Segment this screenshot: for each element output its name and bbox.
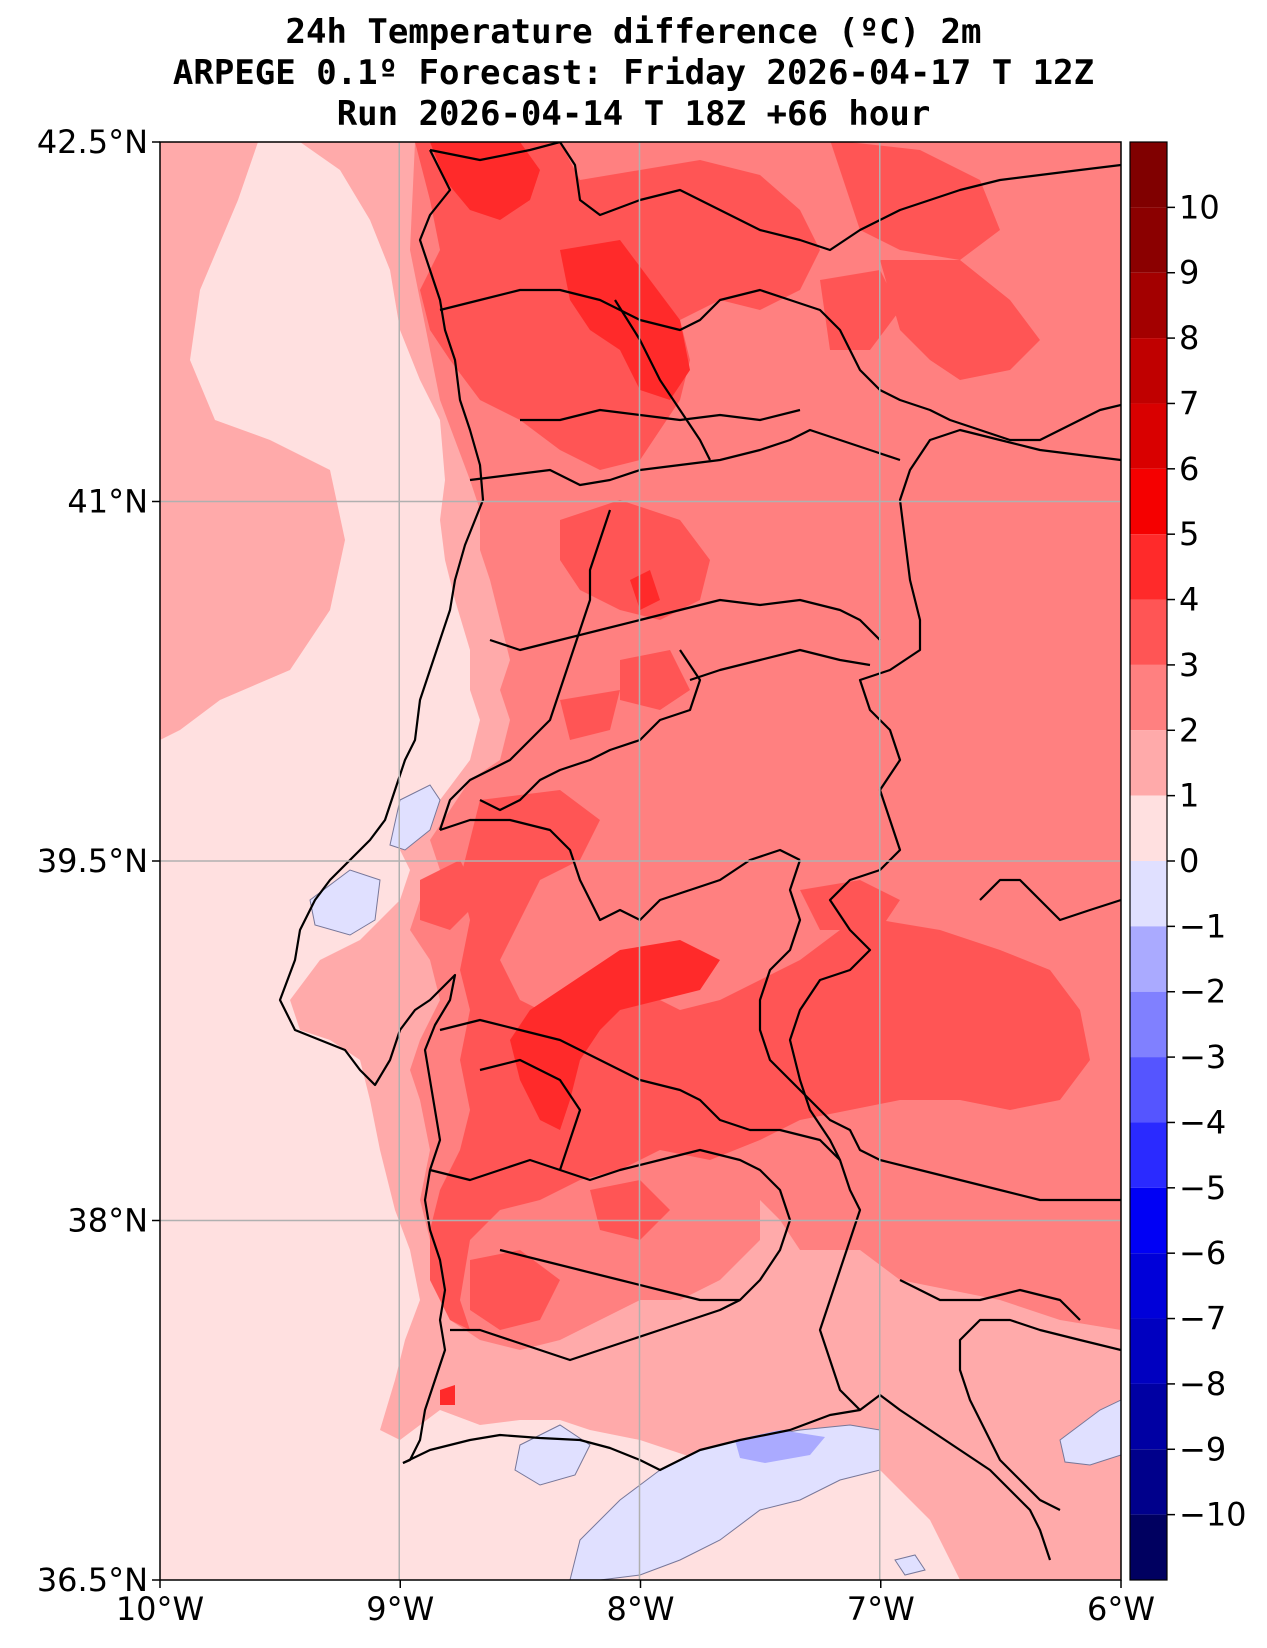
colorbar-tick-label: −3 bbox=[1179, 1038, 1226, 1076]
colorbar-tick-label: 2 bbox=[1179, 711, 1199, 749]
colorbar-band bbox=[1130, 142, 1167, 208]
colorbar-band bbox=[1130, 207, 1167, 273]
graticule bbox=[160, 142, 1121, 1580]
colorbar-band bbox=[1130, 1449, 1167, 1515]
district-border-13 bbox=[479, 1058, 582, 1171]
colorbar-tick-label: 10 bbox=[1179, 188, 1220, 226]
lon-tick-label: 8°W bbox=[607, 1590, 675, 1628]
longitude-axis: 10°W 9°W 8°W 7°W 6°W bbox=[116, 1580, 1155, 1628]
colorbar-band bbox=[1130, 468, 1167, 535]
map-panel bbox=[160, 142, 1121, 1580]
spain-border-east bbox=[788, 428, 1121, 1411]
colorbar-tick-label: 5 bbox=[1179, 515, 1199, 553]
district-border-14 bbox=[499, 1248, 740, 1302]
colorbar-tick-label: −9 bbox=[1179, 1430, 1226, 1468]
colorbar-tick-label: 8 bbox=[1179, 319, 1199, 357]
colorbar-tick-label: −6 bbox=[1179, 1234, 1226, 1272]
colorbar-tick-label: −4 bbox=[1179, 1103, 1226, 1141]
colorbar-tick-label: 1 bbox=[1179, 777, 1199, 815]
colorbar-tick-label: −5 bbox=[1179, 1169, 1226, 1207]
district-border-7 bbox=[479, 649, 702, 812]
colorbar-tick-label: −1 bbox=[1179, 907, 1226, 945]
colorbar-tick-label: 0 bbox=[1179, 842, 1199, 880]
colorbar-tick-label: 7 bbox=[1179, 384, 1199, 422]
algarve-coastline bbox=[402, 1393, 1052, 1561]
colorbar-band bbox=[1130, 1514, 1167, 1580]
lon-tick-label: 10°W bbox=[116, 1590, 204, 1628]
lat-tick-label: 42.5°N bbox=[37, 123, 148, 161]
colorbar-band bbox=[1130, 338, 1167, 404]
lat-tick-label: 41°N bbox=[67, 483, 148, 521]
border-lines bbox=[278, 142, 1121, 1561]
colorbar-band bbox=[1130, 534, 1167, 600]
colorbar-band bbox=[1130, 1383, 1167, 1450]
district-border-9 bbox=[439, 818, 801, 922]
district-border-1 bbox=[439, 288, 1121, 442]
district-border-17 bbox=[979, 878, 1121, 922]
district-border-6 bbox=[489, 598, 881, 652]
district-border-11 bbox=[439, 1018, 841, 1161]
district-border-4 bbox=[614, 299, 711, 461]
colorbar-tick-label: −7 bbox=[1179, 1300, 1226, 1338]
district-border-16 bbox=[899, 1279, 1081, 1321]
portugal-coastline bbox=[278, 149, 485, 1465]
latitude-axis: 42.5°N 41°N 39.5°N 38°N 36.5°N bbox=[37, 123, 160, 1599]
lon-tick-label: 6°W bbox=[1087, 1590, 1155, 1628]
colorbar-tick-label: −8 bbox=[1179, 1365, 1226, 1403]
colorbar-band bbox=[1130, 599, 1167, 665]
colorbar-band bbox=[1130, 272, 1167, 339]
colorbar-band bbox=[1130, 1057, 1167, 1123]
colorbar-band bbox=[1130, 403, 1167, 469]
district-border-2 bbox=[469, 428, 901, 487]
lat-tick-label: 39.5°N bbox=[37, 842, 148, 880]
lat-tick-label: 38°N bbox=[67, 1202, 148, 1240]
district-border-3 bbox=[520, 408, 801, 422]
district-border-12 bbox=[429, 1148, 792, 1362]
field-band-neg2-neg1 bbox=[735, 1430, 825, 1463]
colorbar-tick-label: −10 bbox=[1179, 1496, 1247, 1534]
lon-tick-label: 9°W bbox=[366, 1590, 434, 1628]
title-line-3: Run 2026-04-14 T 18Z +66 hour bbox=[336, 94, 931, 134]
colorbar-tick-label: 9 bbox=[1179, 254, 1199, 292]
colorbar-band bbox=[1130, 1318, 1167, 1384]
district-border-8 bbox=[689, 648, 871, 682]
spain-border-north bbox=[429, 142, 1121, 252]
lon-tick-label: 7°W bbox=[847, 1590, 915, 1628]
colorbar-band bbox=[1130, 795, 1167, 861]
colorbar-band bbox=[1130, 730, 1167, 796]
colorbar-band bbox=[1130, 1253, 1167, 1319]
title-line-2: ARPEGE 0.1º Forecast: Friday 2026-04-17 … bbox=[172, 53, 1095, 93]
colorbar-band bbox=[1130, 926, 1167, 992]
colorbar-tick-label: −2 bbox=[1179, 973, 1226, 1011]
colorbar-band bbox=[1130, 1122, 1167, 1188]
district-border-10 bbox=[758, 859, 1121, 1202]
colorbar-tick-label: 6 bbox=[1179, 450, 1199, 488]
lat-tick-label: 36.5°N bbox=[37, 1561, 148, 1599]
colorbar-band bbox=[1130, 991, 1167, 1058]
colorbar-tick-label: 3 bbox=[1179, 646, 1199, 684]
district-border-5 bbox=[438, 509, 612, 831]
title-line-1: 24h Temperature difference (ºC) 2m bbox=[285, 12, 982, 52]
district-border-15 bbox=[958, 1318, 1121, 1511]
colorbar-band bbox=[1130, 861, 1167, 927]
colorbar-band bbox=[1130, 664, 1167, 731]
colorbar-band bbox=[1130, 1187, 1167, 1254]
colorbar-tick-label: 4 bbox=[1179, 581, 1199, 619]
